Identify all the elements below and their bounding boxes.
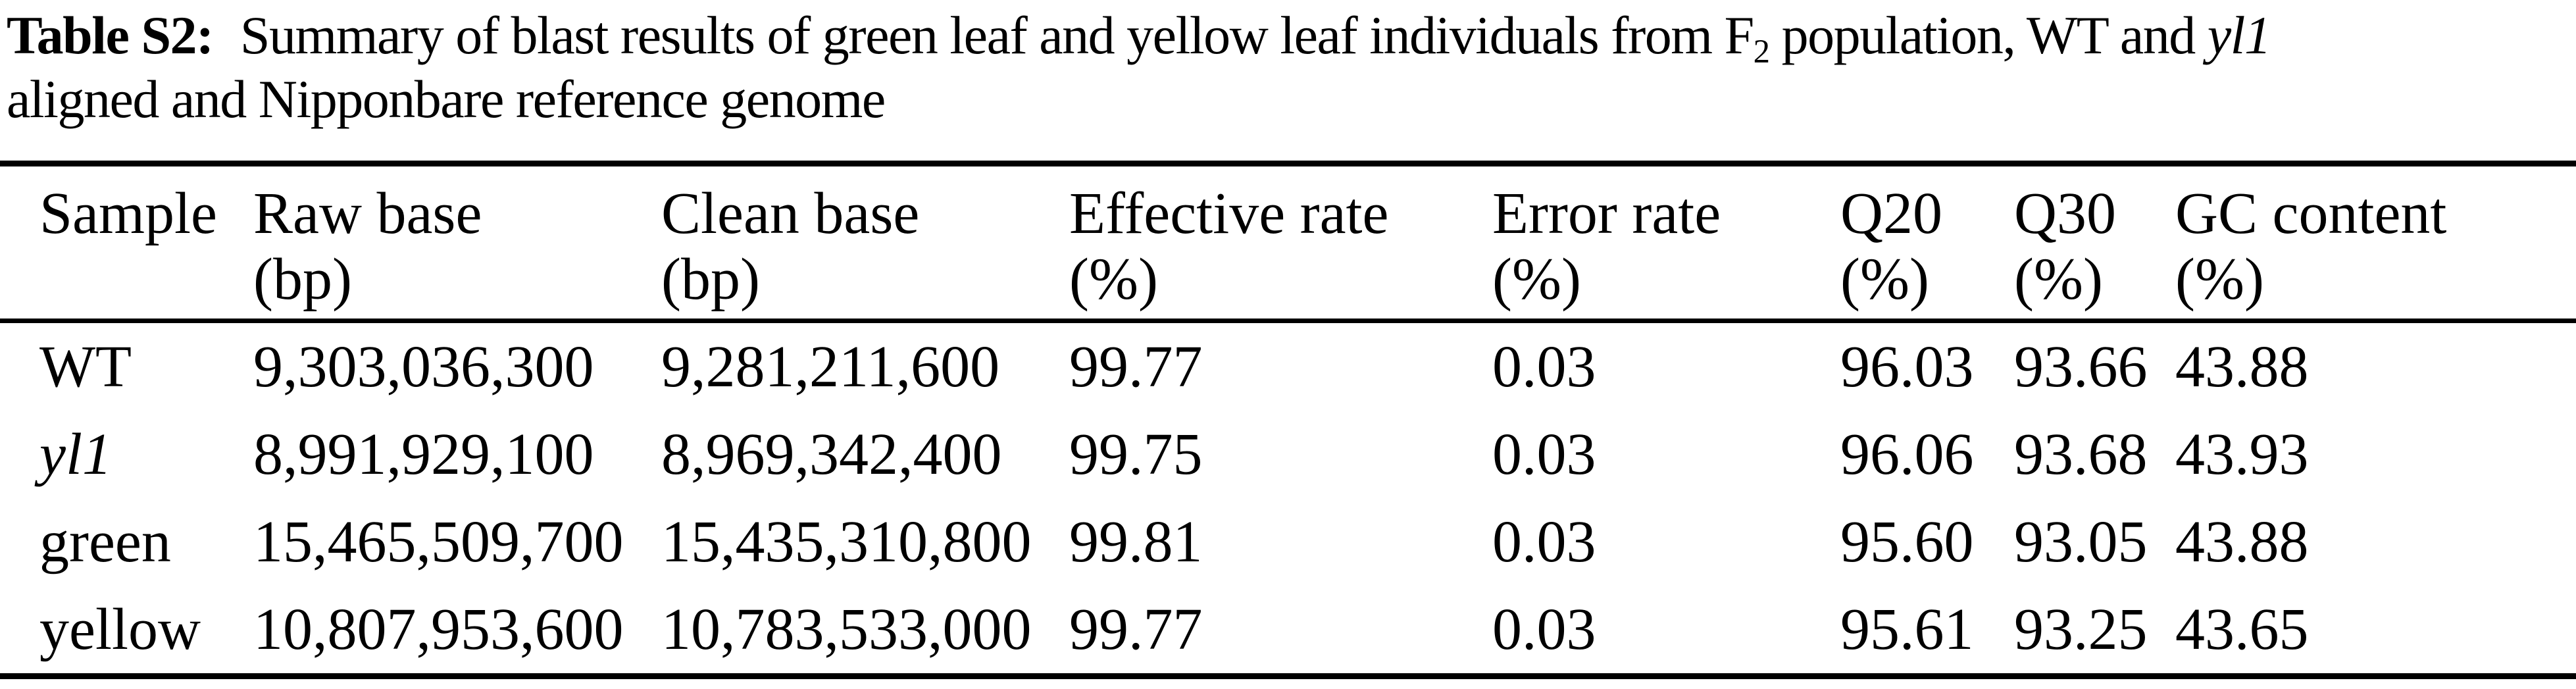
table-body: WT 9,303,036,300 9,281,211,600 99.77 0.0… [0, 321, 2576, 676]
cell-q20: 96.03 [1840, 334, 1974, 400]
cell-q20: 95.61 [1840, 597, 1974, 663]
cell-raw-base: 8,991,929,100 [253, 422, 594, 488]
column-unit: (bp) [253, 247, 352, 313]
header-cell-error-rate: Error rate (%) [1492, 163, 1840, 321]
column-label: Error rate [1492, 180, 1721, 246]
blast-results-table: Sample Raw base (bp) Clean base (bp) Eff… [0, 160, 2576, 680]
cell-sample: green [39, 509, 171, 575]
cell-error-rate: 0.03 [1492, 334, 1596, 400]
cell-clean-base: 9,281,211,600 [661, 334, 1000, 400]
column-label: GC content [2175, 180, 2447, 246]
cell-sample: yellow [39, 597, 201, 663]
column-unit [39, 247, 253, 313]
column-label: Sample [39, 180, 217, 246]
cell-gc-content: 43.93 [2175, 422, 2309, 488]
cell-q30: 93.25 [2014, 597, 2148, 663]
table-row-green: green 15,465,509,700 15,435,310,800 99.8… [0, 498, 2576, 586]
cell-clean-base: 15,435,310,800 [661, 509, 1032, 575]
cell-effective-rate: 99.81 [1069, 509, 1203, 575]
column-unit: (%) [1840, 247, 1929, 313]
cell-clean-base: 10,783,533,000 [661, 597, 1032, 663]
gene-name-italic: yl1 [2207, 5, 2271, 65]
table-row-yl1: yl1 8,991,929,100 8,969,342,400 99.75 0.… [0, 411, 2576, 498]
column-unit: (%) [2175, 247, 2264, 313]
column-label: Clean base [661, 180, 920, 246]
table-caption-line2: aligned and Nipponbare reference genome [7, 68, 886, 129]
column-label: Q20 [1840, 180, 1942, 246]
table-header: Sample Raw base (bp) Clean base (bp) Eff… [0, 163, 2576, 321]
cell-effective-rate: 99.77 [1069, 597, 1203, 663]
column-unit: (%) [2014, 247, 2103, 313]
header-cell-gc-content: GC content (%) [2175, 163, 2576, 321]
f2-subscript: 2 [1753, 33, 1770, 70]
column-unit: (%) [1492, 247, 1581, 313]
cell-q20: 96.06 [1840, 422, 1974, 488]
caption-text-a: Summary of blast results of green leaf a… [227, 5, 1754, 65]
cell-sample: WT [39, 334, 132, 400]
cell-gc-content: 43.88 [2175, 509, 2309, 575]
cell-q20: 95.60 [1840, 509, 1974, 575]
header-cell-clean-base: Clean base (bp) [661, 163, 1069, 321]
cell-error-rate: 0.03 [1492, 509, 1596, 575]
cell-gc-content: 43.88 [2175, 334, 2309, 400]
column-unit: (bp) [661, 247, 760, 313]
header-cell-sample: Sample [0, 163, 253, 321]
column-label: Raw base [253, 180, 482, 246]
header-cell-q30: Q30 (%) [2014, 163, 2175, 321]
cell-clean-base: 8,969,342,400 [661, 422, 1002, 488]
cell-raw-base: 9,303,036,300 [253, 334, 594, 400]
cell-q30: 93.66 [2014, 334, 2148, 400]
table-row-yellow: yellow 10,807,953,600 10,783,533,000 99.… [0, 586, 2576, 676]
cell-q30: 93.68 [2014, 422, 2148, 488]
cell-effective-rate: 99.77 [1069, 334, 1203, 400]
header-cell-raw-base: Raw base (bp) [253, 163, 661, 321]
cell-sample: yl1 [39, 422, 112, 488]
header-row: Sample Raw base (bp) Clean base (bp) Eff… [0, 163, 2576, 321]
cell-error-rate: 0.03 [1492, 422, 1596, 488]
table-number-label: Table S2: [7, 5, 214, 65]
column-label: Effective rate [1069, 180, 1389, 246]
table-row-wt: WT 9,303,036,300 9,281,211,600 99.77 0.0… [0, 321, 2576, 411]
cell-raw-base: 10,807,953,600 [253, 597, 624, 663]
table-caption: Table S2: Summary of blast results of gr… [0, 4, 2576, 132]
column-unit: (%) [1069, 247, 1158, 313]
header-cell-q20: Q20 (%) [1840, 163, 2014, 321]
cell-effective-rate: 99.75 [1069, 422, 1203, 488]
cell-gc-content: 43.65 [2175, 597, 2309, 663]
cell-error-rate: 0.03 [1492, 597, 1596, 663]
table-caption-line1: Table S2: Summary of blast results of gr… [7, 4, 2576, 68]
caption-text-b: population, WT and [1769, 5, 2208, 65]
cell-raw-base: 15,465,509,700 [253, 509, 624, 575]
cell-q30: 93.05 [2014, 509, 2148, 575]
column-label: Q30 [2014, 180, 2116, 246]
header-cell-effective-rate: Effective rate (%) [1069, 163, 1492, 321]
